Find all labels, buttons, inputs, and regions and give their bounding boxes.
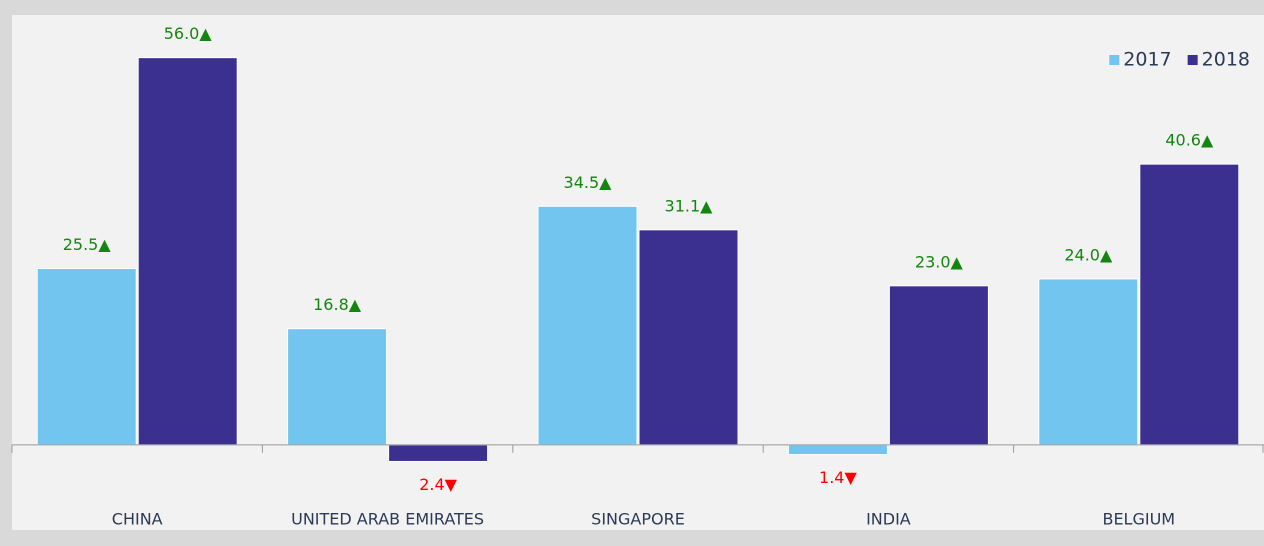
x-tick-label: CHINA xyxy=(112,510,163,529)
legend-label: 2018 xyxy=(1202,49,1250,71)
data-label: 2.4▼ xyxy=(419,475,457,494)
bar xyxy=(638,229,739,446)
data-label: 40.6▲ xyxy=(1165,131,1214,150)
bar xyxy=(36,268,137,446)
bar xyxy=(287,328,388,446)
bar xyxy=(537,205,638,446)
data-label: 16.8▲ xyxy=(313,295,362,314)
legend-swatch xyxy=(1187,55,1198,65)
x-tick-label: SINGAPORE xyxy=(591,510,685,529)
bar xyxy=(137,57,238,446)
data-label: 31.1▲ xyxy=(665,196,714,215)
legend-swatch xyxy=(1109,55,1120,65)
data-label: 56.0▲ xyxy=(164,24,213,43)
data-label: 25.5▲ xyxy=(63,235,112,254)
x-tick-label: INDIA xyxy=(866,510,911,529)
data-label: 24.0▲ xyxy=(1064,245,1113,264)
legend-label: 2017 xyxy=(1123,49,1171,71)
data-label: 23.0▲ xyxy=(915,252,964,271)
bar xyxy=(1139,163,1240,446)
x-tick-label: BELGIUM xyxy=(1102,510,1175,529)
bar xyxy=(787,444,888,456)
x-tick-label: UNITED ARAB EMIRATES xyxy=(291,510,484,529)
bar xyxy=(388,444,489,462)
data-label: 1.4▼ xyxy=(819,468,857,487)
data-label: 34.5▲ xyxy=(564,173,613,192)
bar xyxy=(1038,278,1139,446)
bar xyxy=(888,285,989,446)
